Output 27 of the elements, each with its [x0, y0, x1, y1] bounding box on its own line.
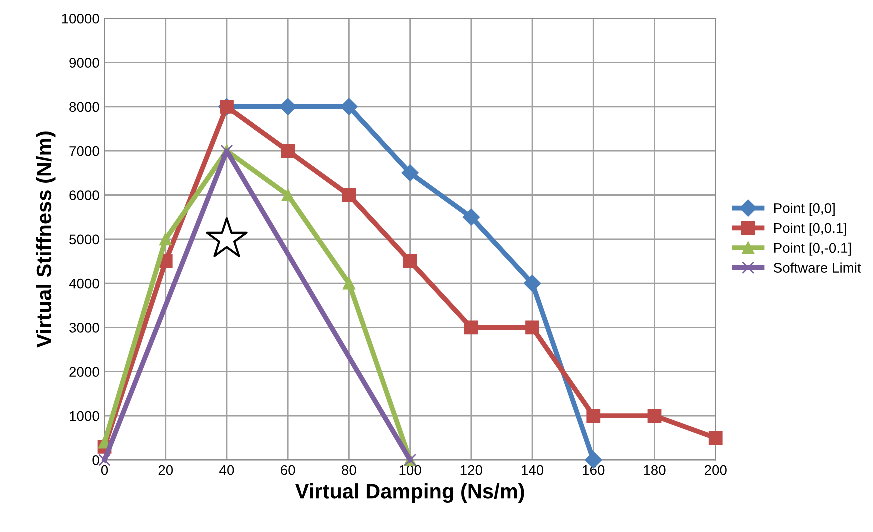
x-tick-label: 180 — [644, 465, 666, 476]
x-tick-label: 120 — [460, 465, 482, 476]
x-tick-label: 100 — [400, 465, 422, 476]
y-tick-label: 10000 — [62, 14, 100, 24]
y-axis-title: Virtual Stiffness (N/m) — [36, 132, 56, 348]
y-tick-label: 0 — [92, 456, 100, 466]
y-tick-label: 2000 — [70, 367, 100, 378]
x-tick-label: 20 — [158, 465, 174, 476]
y-tick-label: 6000 — [70, 190, 100, 200]
x-tick-label: 0 — [101, 465, 108, 476]
y-tick-label: 7000 — [70, 146, 100, 156]
x-tick-label: 80 — [342, 465, 356, 476]
x-tick-label: 60 — [281, 465, 296, 476]
x-axis-title: Virtual Damping (Ns/m) — [295, 484, 524, 504]
x-tick-label: 40 — [220, 465, 234, 476]
x-tick-label: 140 — [522, 465, 544, 476]
y-tick-label: 9000 — [70, 58, 100, 68]
legend-label: Software Limit — [774, 262, 862, 273]
y-tick-label: 4000 — [69, 278, 100, 289]
legend-label: Point [0,0.1] — [774, 222, 846, 236]
legend-label: Point [0,-0.1] — [774, 242, 852, 256]
legend-label: Point [0,0] — [774, 203, 835, 216]
y-tick-label: 8000 — [70, 102, 100, 112]
x-tick-label: 200 — [704, 465, 727, 476]
y-tick-label: 3000 — [70, 323, 100, 333]
y-tick-label: 5000 — [70, 234, 100, 245]
y-tick-label: 1000 — [70, 411, 100, 422]
